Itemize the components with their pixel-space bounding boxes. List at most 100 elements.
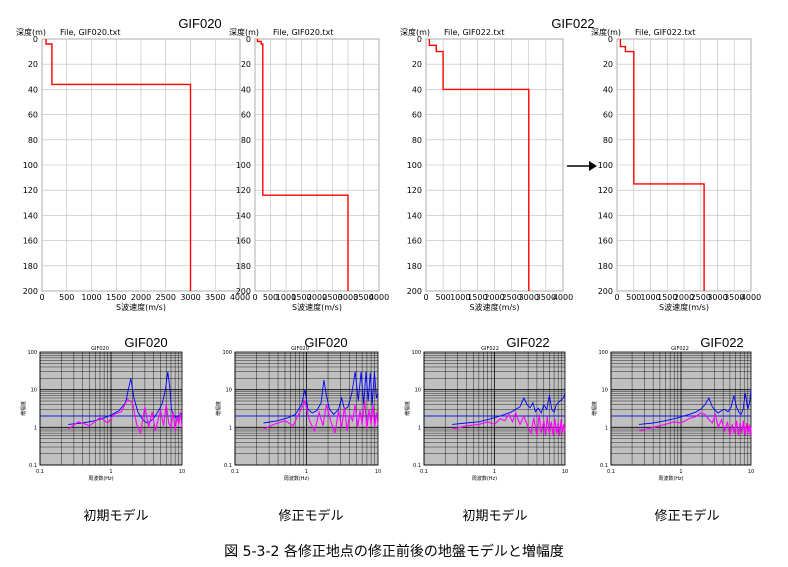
x-tick-label: 2000 <box>674 293 694 302</box>
site-label: GIF022 <box>551 16 594 31</box>
x-tick-label: 500 <box>263 293 278 302</box>
x-axis-label: S波速度(m/s) <box>116 302 166 312</box>
arrow-right-icon <box>567 161 597 171</box>
y-axis-label: 増幅度 <box>404 401 411 416</box>
x-tick-label: 500 <box>435 293 450 302</box>
model-caption: 修正モデル <box>278 508 343 524</box>
y-tick-label: 0.1 <box>224 463 232 469</box>
amplification-line-blue <box>638 389 752 425</box>
x-tick-label: 0.1 <box>36 469 44 475</box>
y-axis-label: 増幅度 <box>215 401 222 416</box>
y-tick-label: 200 <box>236 287 251 296</box>
y-tick-label: 100 <box>27 350 37 356</box>
x-tick-label: 2000 <box>484 293 504 302</box>
file-label: File, GIF020.txt <box>60 28 120 37</box>
x-tick-label: 4000 <box>369 293 389 302</box>
amplification-line-magenta <box>67 398 183 436</box>
x-tick-label: 1000 <box>81 293 101 302</box>
y-axis-label: 深度(m) <box>400 27 430 37</box>
y-tick-label: 20 <box>241 60 251 69</box>
chart-small-title: GIF022 <box>481 346 499 352</box>
x-axis-label: S波速度(m/s) <box>470 302 520 312</box>
y-tick-label: 20 <box>603 60 613 69</box>
figure-caption: 図 5-3-2 各修正地点の修正前後の地盤モデルと増幅度 <box>224 543 564 560</box>
velocity-profile-line <box>45 39 192 291</box>
x-axis-label: 周波数(Hz) <box>88 475 113 482</box>
x-tick-label: 1500 <box>467 293 487 302</box>
x-tick-label: 4000 <box>230 293 250 302</box>
x-tick-label: 1 <box>493 469 496 475</box>
y-tick-label: 140 <box>236 211 251 220</box>
y-tick-label: 60 <box>412 111 422 120</box>
x-tick-label: 10 <box>375 469 381 475</box>
x-axis-label: S波速度(m/s) <box>659 302 709 312</box>
x-tick-label: 3500 <box>353 293 373 302</box>
y-axis-label: 深度(m) <box>591 27 621 37</box>
x-tick-label: 2000 <box>131 293 151 302</box>
y-tick-label: 100 <box>411 350 421 356</box>
y-tick-label: 100 <box>23 161 38 170</box>
y-tick-label: 160 <box>236 237 251 246</box>
y-tick-label: 100 <box>598 350 608 356</box>
x-tick-label: 2500 <box>501 293 521 302</box>
site-label: GIF020 <box>124 335 167 350</box>
chart-small-title: GIF020 <box>91 346 109 352</box>
y-tick-label: 200 <box>407 287 422 296</box>
x-tick-label: 10 <box>748 469 754 475</box>
y-tick-label: 140 <box>598 211 613 220</box>
y-tick-label: 80 <box>603 136 613 145</box>
y-tick-label: 0 <box>33 35 38 44</box>
x-tick-label: 1500 <box>106 293 126 302</box>
y-tick-label: 100 <box>407 161 422 170</box>
y-tick-label: 10 <box>31 388 37 394</box>
y-tick-label: 40 <box>603 85 613 94</box>
x-tick-label: 10 <box>179 469 185 475</box>
y-tick-label: 120 <box>236 186 251 195</box>
x-tick-label: 0.1 <box>231 469 239 475</box>
y-tick-label: 140 <box>23 211 38 220</box>
site-label: GIF022 <box>700 335 743 350</box>
y-tick-label: 20 <box>28 60 38 69</box>
y-tick-label: 60 <box>241 111 251 120</box>
y-tick-label: 160 <box>23 237 38 246</box>
y-tick-label: 0 <box>608 35 613 44</box>
file-label: File, GIF022.txt <box>444 28 504 37</box>
y-tick-label: 100 <box>222 350 232 356</box>
x-tick-label: 1000 <box>640 293 660 302</box>
y-tick-label: 200 <box>598 287 613 296</box>
x-tick-label: 2000 <box>307 293 327 302</box>
x-tick-label: 3000 <box>338 293 358 302</box>
amplification-line-magenta <box>638 412 752 436</box>
x-tick-label: 0 <box>614 293 619 302</box>
x-tick-label: 10 <box>562 469 568 475</box>
x-tick-label: 2500 <box>156 293 176 302</box>
site-label: GIF020 <box>304 335 347 350</box>
y-axis-label: 深度(m) <box>16 27 46 37</box>
y-tick-label: 1 <box>605 425 608 431</box>
chart-small-title: GIF020 <box>291 346 309 352</box>
y-tick-label: 100 <box>598 161 613 170</box>
y-tick-label: 40 <box>28 85 38 94</box>
x-tick-label: 3000 <box>707 293 727 302</box>
y-tick-label: 160 <box>407 237 422 246</box>
y-tick-label: 80 <box>28 136 38 145</box>
y-tick-label: 20 <box>412 60 422 69</box>
amplification-line-magenta <box>263 399 379 434</box>
velocity-profile-line <box>428 39 530 291</box>
x-tick-label: 2500 <box>691 293 711 302</box>
x-tick-label: 0 <box>39 293 44 302</box>
y-tick-label: 1 <box>229 425 232 431</box>
x-tick-label: 0 <box>252 293 257 302</box>
y-tick-label: 180 <box>236 262 251 271</box>
model-caption: 初期モデル <box>83 508 148 524</box>
y-tick-label: 180 <box>23 262 38 271</box>
site-label: GIF022 <box>506 335 549 350</box>
y-tick-label: 1 <box>418 425 421 431</box>
x-tick-label: 500 <box>59 293 74 302</box>
x-axis-label: 周波数(Hz) <box>658 475 683 482</box>
y-tick-label: 100 <box>236 161 251 170</box>
y-tick-label: 0.1 <box>413 463 421 469</box>
